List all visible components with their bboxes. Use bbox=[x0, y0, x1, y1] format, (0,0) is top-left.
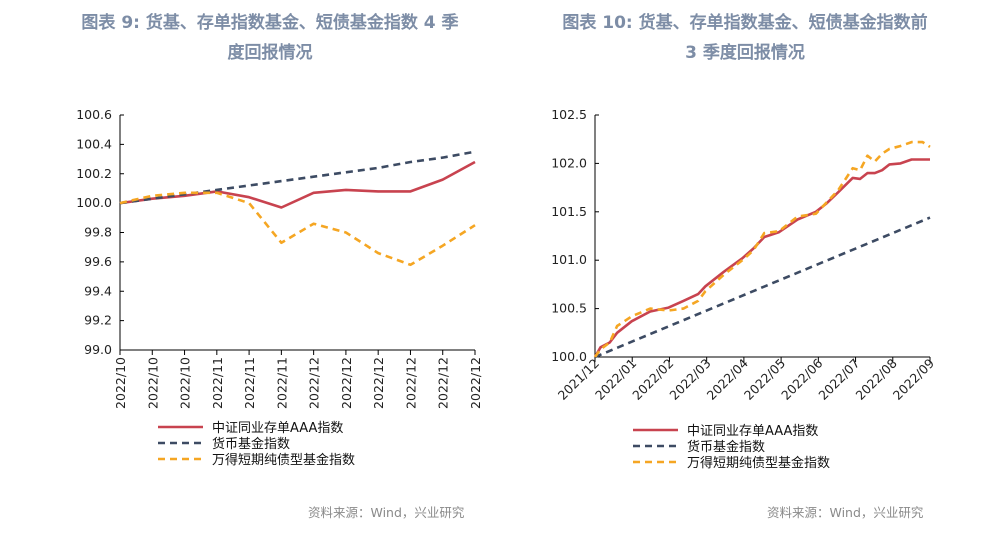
title-line-1: 图表 9: 货基、存单指数基金、短债基金指数 4 季 bbox=[81, 13, 459, 33]
y-tick-label: 100.0 bbox=[551, 349, 587, 364]
source-note-left: 资料来源：Wind，兴业研究 bbox=[308, 505, 465, 520]
legend-label-2: 货币基金指数 bbox=[212, 436, 290, 452]
chart-title-right: 图表 10: 货基、存单指数基金、短债基金指数前 3 季度回报情况 bbox=[515, 8, 975, 68]
title-line-2: 3 季度回报情况 bbox=[685, 43, 805, 63]
y-tick-label: 101.0 bbox=[551, 252, 587, 267]
title-line-2: 度回报情况 bbox=[227, 43, 313, 63]
y-tick-label: 99.6 bbox=[84, 254, 112, 269]
y-tick-label: 100.6 bbox=[76, 107, 112, 122]
title-line-1: 图表 10: 货基、存单指数基金、短债基金指数前 bbox=[562, 13, 928, 33]
x-tick-label: 2022/12 bbox=[339, 357, 354, 409]
x-tick-label: 2022/09 bbox=[890, 355, 937, 402]
legend-label-1: 中证同业存单AAA指数 bbox=[212, 421, 343, 436]
y-tick-label: 100.5 bbox=[551, 301, 587, 316]
y-tick-label: 100.0 bbox=[76, 195, 112, 210]
y-tick-label: 102.5 bbox=[551, 107, 587, 122]
y-tick-label: 101.5 bbox=[551, 204, 587, 219]
legend-label-3: 万得短期纯债型基金指数 bbox=[687, 455, 830, 471]
y-tick-label: 99.0 bbox=[84, 342, 112, 357]
legend-label-1: 中证同业存单AAA指数 bbox=[687, 424, 818, 439]
y-tick-label: 99.2 bbox=[84, 313, 112, 328]
x-tick-label: 2022/12 bbox=[436, 357, 451, 409]
y-tick-label: 100.2 bbox=[76, 166, 112, 181]
series-line-1 bbox=[119, 160, 476, 209]
series-line-2 bbox=[594, 216, 931, 359]
x-tick-label: 2022/12 bbox=[307, 357, 322, 409]
legend-label-2: 货币基金指数 bbox=[687, 439, 765, 455]
y-tick-label: 100.4 bbox=[76, 136, 112, 151]
x-tick-label: 2022/12 bbox=[371, 357, 386, 409]
x-tick-label: 2022/12 bbox=[468, 357, 483, 409]
legend-label-3: 万得短期纯债型基金指数 bbox=[212, 452, 355, 468]
x-tick-label: 2022/11 bbox=[274, 357, 289, 409]
y-tick-label: 99.4 bbox=[84, 283, 112, 298]
x-tick-label: 2022/10 bbox=[145, 357, 160, 409]
chart-title-left: 图表 9: 货基、存单指数基金、短债基金指数 4 季 度回报情况 bbox=[40, 8, 500, 68]
series-line-3 bbox=[119, 191, 476, 267]
series-line-1 bbox=[593, 158, 930, 358]
x-tick-label: 2022/11 bbox=[210, 357, 225, 409]
x-tick-label: 2022/10 bbox=[178, 357, 193, 409]
series-line-3 bbox=[593, 140, 931, 358]
x-tick-label: 2022/12 bbox=[403, 357, 418, 409]
y-tick-label: 102.0 bbox=[551, 155, 587, 170]
source-note-right: 资料来源：Wind，兴业研究 bbox=[767, 505, 924, 520]
y-tick-label: 99.8 bbox=[84, 225, 112, 240]
x-tick-label: 2022/11 bbox=[242, 357, 257, 409]
x-tick-label: 2022/10 bbox=[113, 357, 128, 409]
series-line-2 bbox=[119, 150, 476, 205]
